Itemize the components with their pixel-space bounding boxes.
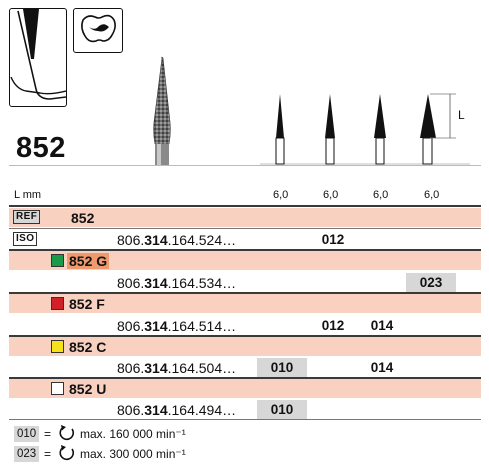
bur-image [138,52,186,166]
legend-equals: = [44,447,52,461]
size-010: 010 [257,358,307,377]
iso-row: ISO 806.314.164.524… 012 [9,230,481,249]
length-value: 6,0 [373,189,389,201]
ref-code: 806.314.164.514… [117,318,237,334]
legend-text: max. 300 000 min⁻¹ [80,447,186,461]
ref-badge: REF [13,210,41,224]
legend-code: 010 [14,426,40,442]
code-row: 806.314.164.514… 012 014 [9,316,481,335]
color-swatch-green [51,254,64,267]
ref-code: 806.314.164.504… [117,360,237,376]
ref-code: 806.314.164.524… [117,232,237,248]
row-rule [9,335,481,337]
code-row: 806.314.164.504… 010 014 [9,358,481,377]
color-swatch-red [51,297,64,310]
size-012: 012 [321,318,345,333]
row-rule [9,419,481,420]
variant-row-852c: 852 C [9,337,481,356]
rotation-icon [58,444,76,467]
variant-label: 852 F [69,296,105,312]
header-rule [9,205,481,207]
variant-row-852f: 852 F [9,294,481,313]
size-014: 014 [370,360,394,375]
tooth-cavity-icon [73,8,123,53]
row-rule [9,249,481,251]
length-value: 6,0 [273,189,289,201]
variant-label: 852 U [69,381,107,397]
ref-code: 806.314.164.494… [117,402,237,418]
ref-value: 852 [71,210,95,226]
dim-label: L mm [14,189,42,201]
code-row: 806.314.164.534… 023 [9,273,481,292]
size-012: 012 [321,232,345,247]
model-number: 852 [16,132,66,164]
legend-code: 023 [14,446,40,462]
row-rule [9,228,481,229]
legend-equals: = [44,427,52,441]
row-rule [9,377,481,379]
image-baseline [9,165,481,166]
length-value: 6,0 [424,189,440,201]
variant-label: 852 C [69,339,107,355]
row-rule [9,292,481,294]
shape-profile-icon [9,8,67,107]
rotation-icon [58,424,76,447]
iso-badge: ISO [13,232,38,246]
size-010: 010 [257,400,307,419]
variant-row-852g: 852 G [9,251,481,270]
length-dim-label: L [458,108,465,122]
legend-text: max. 160 000 min⁻¹ [80,427,186,441]
size-silhouettes [260,88,470,166]
variant-label: 852 G [67,253,110,269]
ref-row: REF 852 [9,208,481,227]
size-023: 023 [406,273,456,292]
ref-code: 806.314.164.534… [117,275,237,291]
variant-row-852u: 852 U [9,379,481,398]
length-value: 6,0 [323,189,339,201]
size-014: 014 [370,318,394,333]
color-swatch-yellow [51,340,64,353]
code-row: 806.314.164.494… 010 [9,400,481,419]
color-swatch-white [51,382,64,395]
